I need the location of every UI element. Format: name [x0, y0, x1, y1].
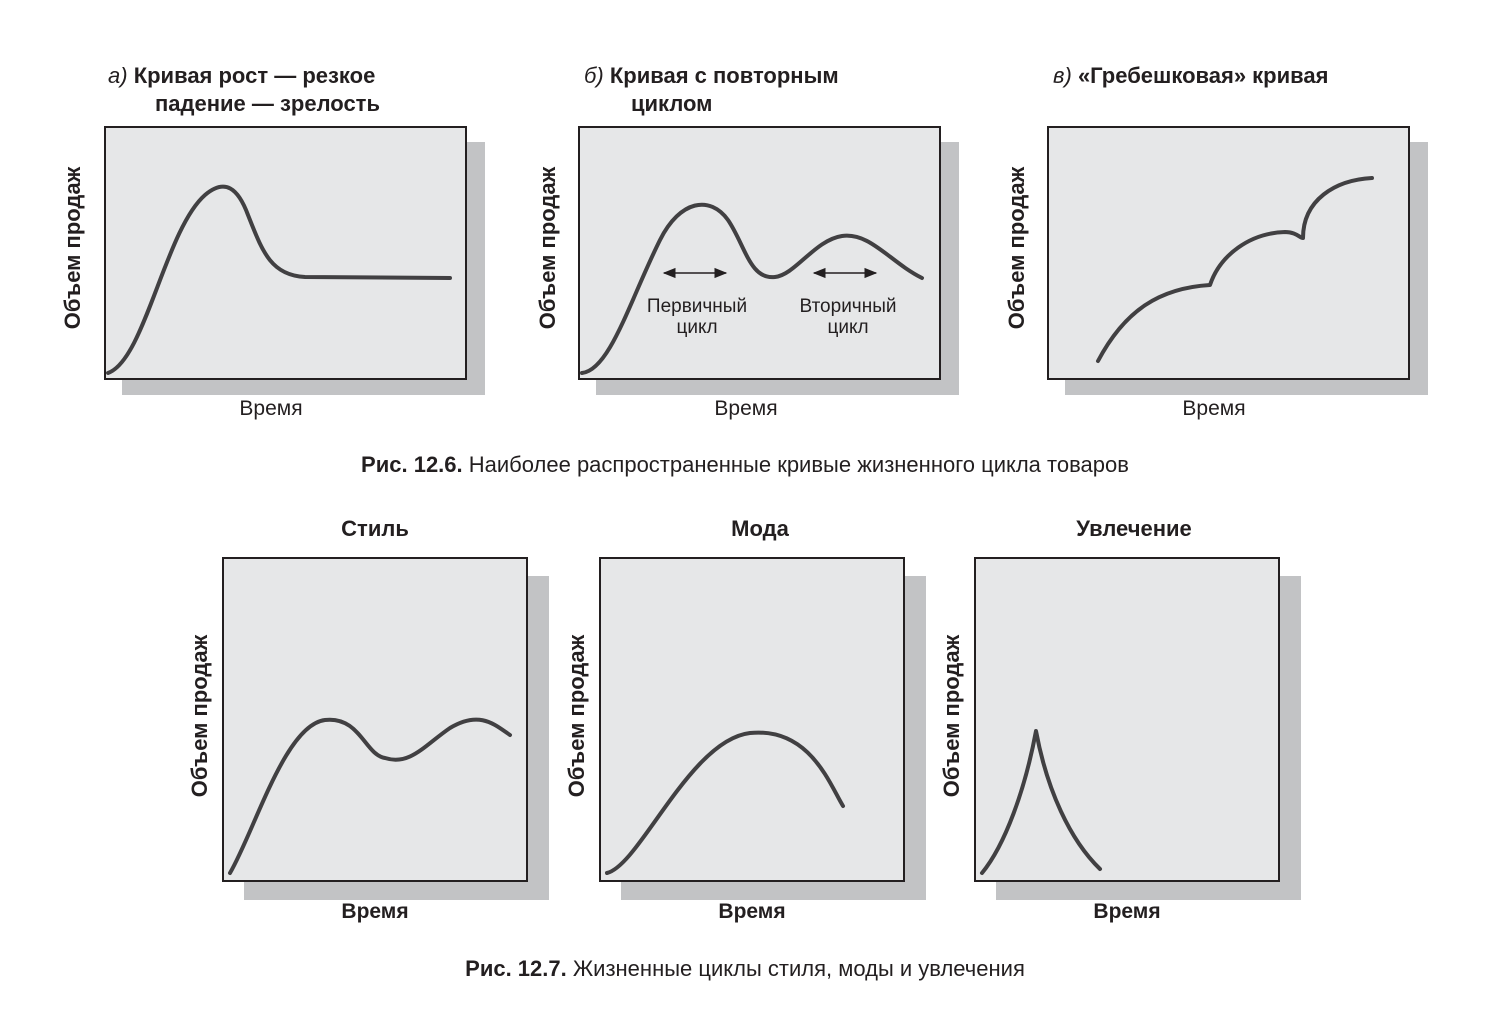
panel-fashion-title: Мода [731, 516, 789, 541]
panel-fad-y-axis-label: Объем продаж [939, 634, 964, 798]
panel-a-title-line2: падение — зрелость [155, 91, 380, 116]
panel-a-plot-area [104, 126, 467, 380]
panel-b-y-axis-label: Объем продаж [535, 166, 560, 330]
panel-a-letter: а) [108, 63, 128, 88]
figure-12-7-caption-number: Рис. 12.7. [465, 956, 567, 981]
figure-12-7-caption-text: Жизненные циклы стиля, моды и увлечения [566, 956, 1025, 981]
figure-12-6-caption-text: Наиболее распространенные кривые жизненн… [462, 452, 1129, 477]
panel-b-title-line2: циклом [631, 91, 713, 116]
panel-style-title: Стиль [341, 516, 409, 541]
panel-b-title-line1: Кривая с повторным [609, 63, 839, 88]
panel-a-title-line1: Кривая рост — резкое [133, 63, 376, 88]
panel-fad-title: Увлечение [1076, 516, 1192, 541]
panel-style-y-axis-label: Объем продаж [187, 634, 212, 798]
panel-fashion-y-axis-label: Объем продаж [564, 634, 589, 798]
secondary-cycle-line1: Вторичный [799, 296, 897, 317]
panel-fad-x-axis-label: Время [1093, 900, 1161, 923]
panel-b-x-axis-label: Время [714, 397, 778, 420]
panel-style-x-axis-label: Время [341, 900, 409, 923]
panel-a-title: а) Кривая рост — резкое падение — зрелос… [108, 62, 380, 118]
figure-12-6-caption: Рис. 12.6. Наиболее распространенные кри… [361, 452, 1129, 478]
panel-b-letter: б) [584, 63, 604, 88]
panel-b-title: б) Кривая с повторным циклом [584, 62, 839, 118]
panel-a-x-axis-label: Время [239, 397, 303, 420]
primary-cycle-label: Первичный цикл [647, 296, 747, 338]
panel-fad-plot-area [974, 557, 1280, 882]
panel-style-plot-area [222, 557, 528, 882]
panel-a-y-axis-label: Объем продаж [60, 166, 85, 330]
secondary-cycle-label: Вторичный цикл [800, 296, 897, 338]
figure-12-6-caption-number: Рис. 12.6. [361, 452, 463, 477]
panel-c-x-axis-label: Время [1182, 397, 1246, 420]
panel-fashion-plot-area [599, 557, 905, 882]
secondary-cycle-line2: цикл [827, 317, 869, 338]
panel-c-y-axis-label: Объем продаж [1004, 166, 1029, 330]
primary-cycle-line2: цикл [676, 317, 718, 338]
panel-c-plot-area [1047, 126, 1410, 380]
figure-12-7-caption: Рис. 12.7. Жизненные циклы стиля, моды и… [465, 956, 1025, 982]
panel-fashion-x-axis-label: Время [718, 900, 786, 923]
panel-c-title: в) «Гребешковая» кривая [1053, 62, 1328, 90]
panel-b-plot-area [578, 126, 941, 380]
panel-c-letter: в) [1053, 63, 1072, 88]
primary-cycle-line1: Первичный [646, 296, 748, 317]
panel-c-title-line1: «Гребешковая» кривая [1077, 63, 1329, 88]
